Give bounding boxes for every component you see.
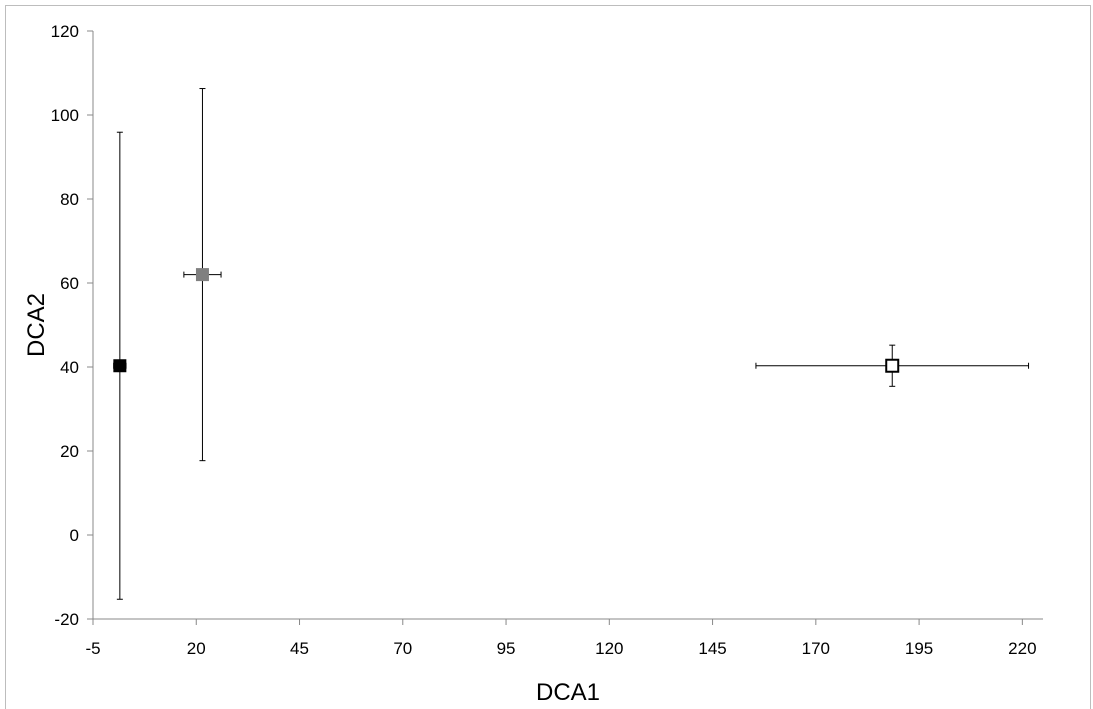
x-tick-label: 220 (1008, 639, 1036, 658)
x-tick-label: 170 (802, 639, 830, 658)
y-tick-label: 20 (60, 442, 79, 461)
data-point-2 (184, 89, 221, 461)
y-tick-label: -20 (54, 610, 79, 629)
square-marker (886, 360, 898, 372)
x-tick-label: 20 (187, 639, 206, 658)
y-tick-label: 40 (60, 358, 79, 377)
square-marker (196, 269, 208, 281)
x-tick-label: 70 (393, 639, 412, 658)
x-axis-title: DCA1 (536, 679, 600, 706)
x-tick-label: 195 (905, 639, 933, 658)
x-tick-label: 95 (497, 639, 516, 658)
x-tick-label: -5 (85, 639, 100, 658)
x-axis-ticks: -5 20 45 70 95 120 145 170 195 220 (85, 619, 1036, 658)
x-tick-label: 45 (290, 639, 309, 658)
data-points (114, 89, 1029, 600)
x-tick-label: 120 (595, 639, 623, 658)
y-axis-ticks: -20 0 20 40 60 80 100 120 (51, 22, 93, 629)
square-marker (114, 360, 126, 372)
y-axis-title: DCA2 (23, 293, 50, 357)
axes (93, 31, 1043, 619)
data-point-3 (756, 345, 1029, 386)
y-tick-label: 0 (70, 526, 79, 545)
y-tick-label: 120 (51, 22, 79, 41)
y-tick-label: 80 (60, 190, 79, 209)
x-tick-label: 145 (698, 639, 726, 658)
y-tick-label: 100 (51, 106, 79, 125)
data-point-1 (114, 132, 126, 599)
y-tick-label: 60 (60, 274, 79, 293)
